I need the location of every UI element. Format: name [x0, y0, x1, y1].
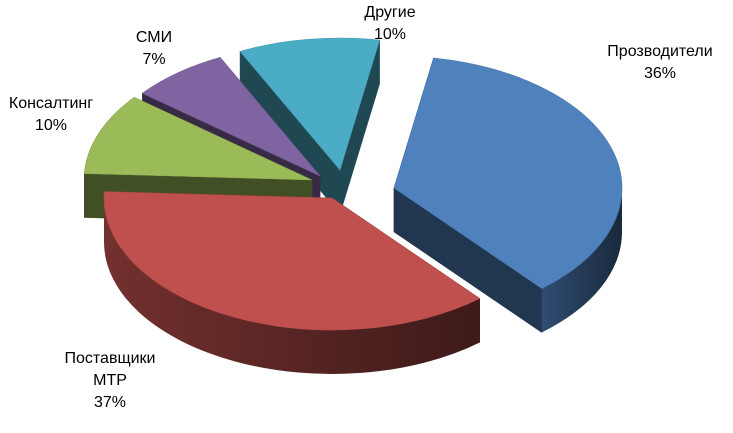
slice-1-outer-wall-0: [104, 198, 480, 375]
label-name-line-1: Поставщики: [64, 350, 156, 367]
slice-4-top: [239, 37, 380, 171]
label-value: 7%: [142, 51, 166, 68]
label-proizvoditeli: Прозводители 36%: [590, 41, 730, 85]
slice-0-outer-wall-0: [541, 188, 622, 333]
slice-0-top: [393, 57, 623, 289]
label-name: Прозводители: [607, 43, 713, 60]
label-konsalting: Консалтинг 10%: [0, 93, 102, 137]
label-name: СМИ: [135, 29, 173, 46]
label-smi: СМИ 7%: [114, 27, 194, 71]
label-name: Консалтинг: [8, 95, 94, 112]
slice-1-top: [103, 191, 481, 331]
pie-slice-0: [393, 57, 623, 333]
label-name-line-2: МТР: [93, 372, 127, 389]
pie-slice-1: [103, 191, 481, 375]
label-postavshchiki: Поставщики МТР 37%: [40, 348, 180, 414]
label-name: Другие: [364, 4, 416, 21]
slice-3-top: [141, 57, 321, 177]
label-value: 10%: [373, 26, 407, 43]
label-value: 37%: [93, 394, 127, 411]
label-value: 10%: [34, 117, 68, 134]
label-value: 36%: [643, 65, 677, 82]
label-drugie: Другие 10%: [340, 2, 440, 46]
slice-2-top: [83, 96, 313, 181]
